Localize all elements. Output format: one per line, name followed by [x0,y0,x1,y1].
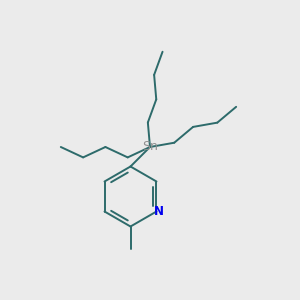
Text: Sn: Sn [142,140,158,154]
Text: N: N [154,205,164,218]
